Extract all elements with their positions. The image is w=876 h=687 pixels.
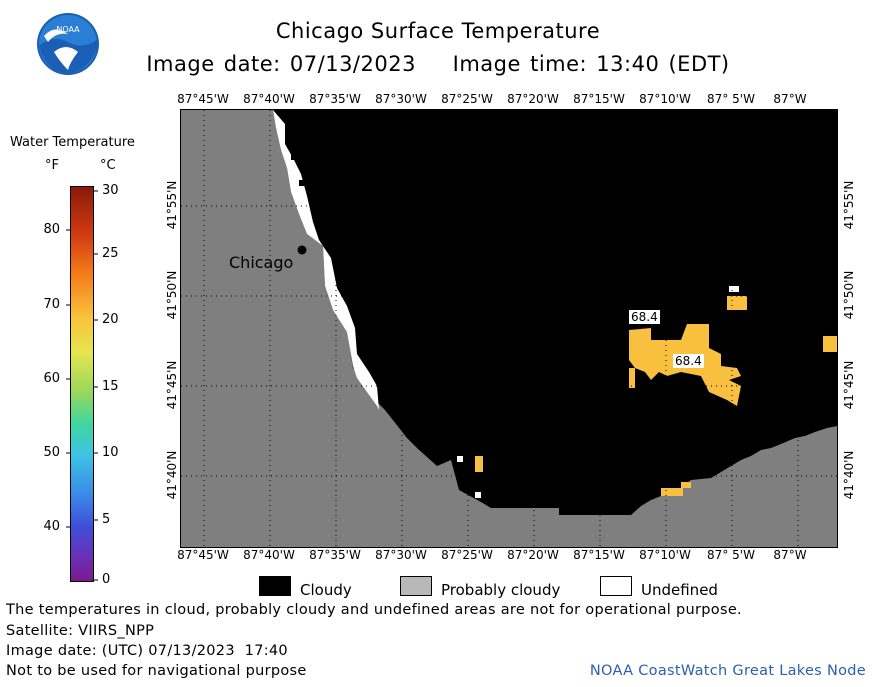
colorbar-tick-f: 40 [43, 519, 60, 534]
lon-tick-bottom: 87°25'W [441, 548, 493, 562]
colorbar-tick-marks [66, 190, 98, 581]
colorbar-tick-c: 5 [102, 512, 111, 527]
lon-tick-bottom: 87°20'W [507, 548, 559, 562]
lon-tick-bottom: 87° 5'W [707, 548, 755, 562]
lon-tick-top: 87°W [773, 92, 807, 106]
lon-tick-bottom: 87°15'W [573, 548, 625, 562]
lon-tick-top: 87°45'W [177, 92, 229, 106]
colorbar-unit-c: °C [100, 158, 116, 173]
legend-swatch-undefined [600, 576, 632, 596]
temp-label-1: 68.4 [629, 310, 660, 324]
footer-utc-date: Image date: (UTC) 07/13/2023 17:40 [6, 643, 288, 659]
chicago-label: Chicago [229, 253, 294, 272]
page-title: Chicago Surface Temperature [275, 19, 601, 43]
colorbar-tick-f: 50 [43, 445, 60, 460]
colorbar-tick-c: 25 [102, 246, 119, 261]
lon-tick-top: 87°20'W [507, 92, 559, 106]
footer-nav-warning: Not to be used for navigational purpose [6, 663, 307, 679]
lon-tick-bottom: 87°40'W [243, 548, 295, 562]
lon-tick-top: 87°15'W [573, 92, 625, 106]
lat-tick-left: 41°50'N [165, 270, 179, 320]
legend-cloudy: Cloudy [300, 581, 352, 599]
map-svg [181, 110, 837, 547]
colorbar-tick-f: 60 [43, 371, 60, 386]
colorbar-title: Water Temperature [10, 135, 135, 150]
colorbar-tick-c: 20 [102, 312, 119, 327]
lat-tick-left: 41°55'N [165, 180, 179, 230]
footer-note: The temperatures in cloud, probably clou… [6, 602, 742, 618]
lon-tick-bottom: 87°35'W [309, 548, 361, 562]
legend-undefined: Undefined [641, 581, 718, 599]
legend-swatch-cloudy [259, 576, 291, 596]
colorbar-tick-c: 30 [102, 183, 119, 198]
lat-tick-left: 41°45'N [165, 360, 179, 410]
lat-tick-right: 41°45'N [842, 360, 856, 410]
colorbar-tick-c: 15 [102, 379, 119, 394]
footer-satellite: Satellite: VIIRS_NPP [6, 623, 155, 639]
colorbar-tick-c: 0 [102, 572, 111, 587]
lat-tick-left: 41°40'N [165, 450, 179, 500]
footer-credit: NOAA CoastWatch Great Lakes Node [589, 663, 866, 679]
noaa-logo-text: NOAA [56, 25, 80, 34]
lon-tick-bottom: 87°45'W [177, 548, 229, 562]
land-area [181, 110, 837, 547]
lat-tick-right: 41°40'N [842, 450, 856, 500]
lon-tick-top: 87°40'W [243, 92, 295, 106]
legend-swatch-probably-cloudy [400, 576, 432, 596]
noaa-logo-icon: NOAA [37, 13, 99, 75]
lat-tick-right: 41°55'N [842, 180, 856, 230]
colorbar-tick-f: 80 [43, 222, 60, 237]
lon-tick-bottom: 87°10'W [639, 548, 691, 562]
lon-tick-bottom: 87°W [773, 548, 807, 562]
lon-tick-top: 87°25'W [441, 92, 493, 106]
lat-tick-right: 41°50'N [842, 270, 856, 320]
lon-tick-top: 87°35'W [309, 92, 361, 106]
map-area[interactable]: Chicago 68.4 68.4 [180, 109, 838, 548]
lon-tick-bottom: 87°30'W [375, 548, 427, 562]
image-date-time: Image date: 07/13/2023 Image time: 13:40… [146, 52, 730, 76]
colorbar-tick-f: 70 [43, 297, 60, 312]
lon-tick-top: 87°30'W [375, 92, 427, 106]
temp-label-2: 68.4 [673, 354, 704, 368]
lon-tick-top: 87°10'W [639, 92, 691, 106]
legend-probably-cloudy: Probably cloudy [441, 581, 561, 599]
colorbar [70, 186, 94, 582]
lon-tick-top: 87° 5'W [707, 92, 755, 106]
chicago-marker [297, 245, 307, 255]
colorbar-unit-f: °F [45, 158, 59, 173]
colorbar-tick-c: 10 [102, 445, 119, 460]
